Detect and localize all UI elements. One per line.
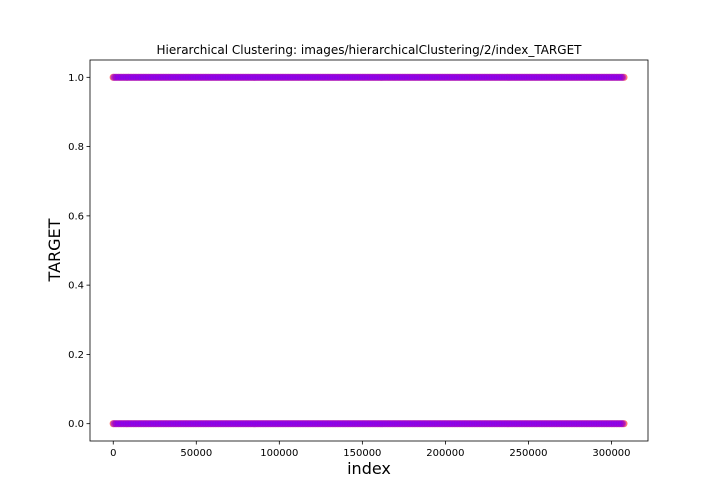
y-tick-label: 0.4 bbox=[68, 281, 84, 292]
x-tick-label: 200000 bbox=[426, 448, 464, 459]
plot-frame bbox=[89, 59, 649, 442]
y-axis: 0.0 0.2 0.4 0.6 0.8 1.0 bbox=[68, 73, 90, 430]
x-axis: 0 50000 100000 150000 200000 250000 300000 bbox=[110, 441, 631, 459]
data-point bbox=[618, 420, 627, 428]
series-0 bbox=[109, 73, 628, 428]
data-point bbox=[618, 73, 627, 81]
y-axis-label: TARGET bbox=[45, 218, 64, 282]
series-1 bbox=[110, 73, 627, 428]
chart-title: Hierarchical Clustering: images/hierarch… bbox=[157, 43, 583, 57]
y-tick-label: 0.0 bbox=[68, 419, 84, 430]
y-tick-label: 0.8 bbox=[68, 142, 84, 153]
x-tick-label: 250000 bbox=[509, 448, 547, 459]
x-axis-label: index bbox=[347, 459, 391, 478]
y-tick-label: 0.6 bbox=[68, 211, 84, 222]
y-tick-label: 1.0 bbox=[68, 73, 84, 84]
data-points bbox=[109, 73, 628, 428]
y-tick-label: 0.2 bbox=[68, 350, 84, 361]
x-tick-label: 50000 bbox=[180, 448, 212, 459]
x-tick-label: 0 bbox=[110, 448, 116, 459]
x-tick-label: 150000 bbox=[343, 448, 381, 459]
x-tick-label: 100000 bbox=[260, 448, 298, 459]
x-tick-label: 300000 bbox=[592, 448, 630, 459]
